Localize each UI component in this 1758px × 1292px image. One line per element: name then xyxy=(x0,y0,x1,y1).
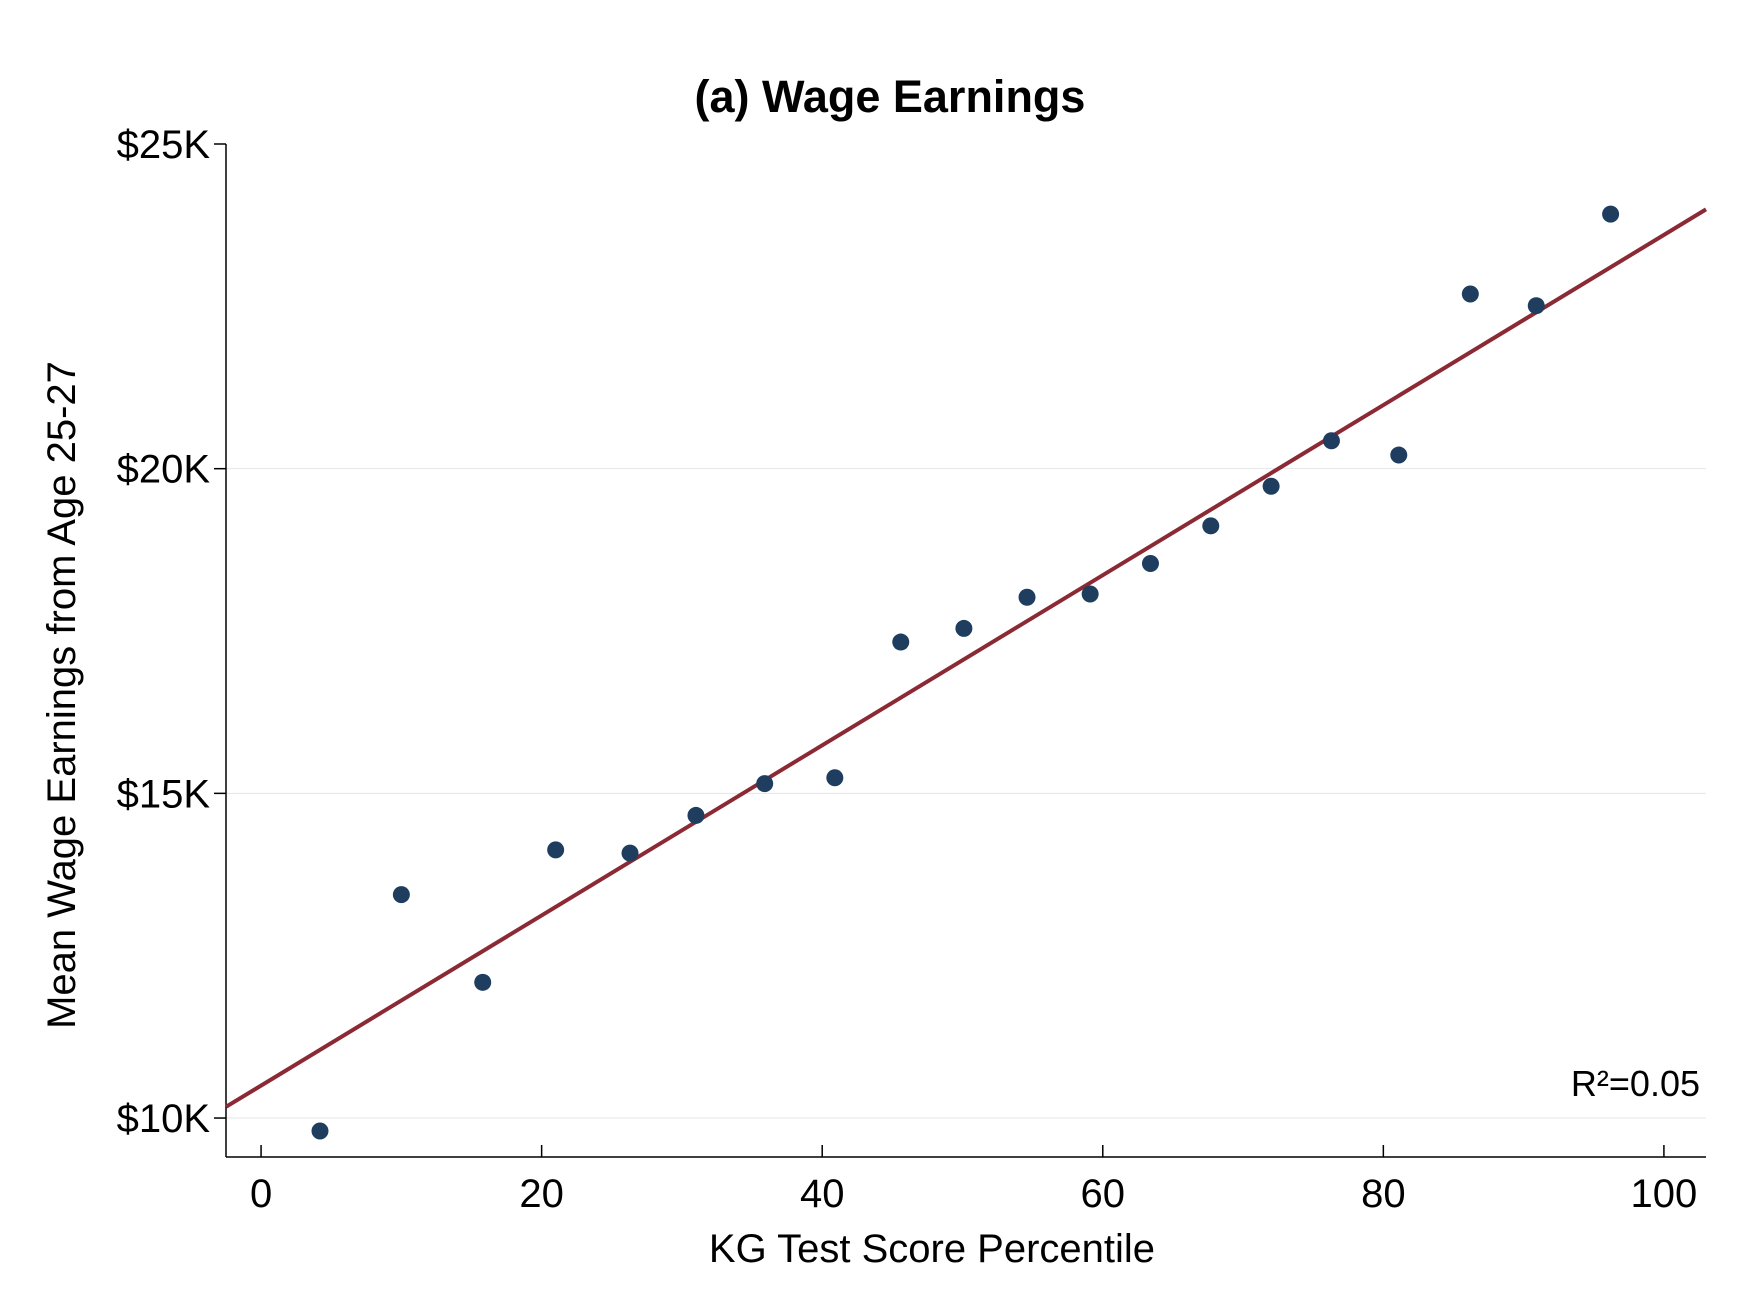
r-squared-annotation: R²=0.05 xyxy=(1571,1063,1700,1104)
y-tick-label: $15K xyxy=(117,772,211,816)
data-point xyxy=(1602,205,1620,223)
data-point xyxy=(547,841,565,859)
data-point xyxy=(1390,446,1408,464)
data-point xyxy=(756,775,774,793)
y-axis-label: Mean Wage Earnings from Age 25-27 xyxy=(40,361,84,1029)
data-point xyxy=(1202,517,1220,535)
y-tick-label: $10K xyxy=(117,1097,211,1141)
data-point xyxy=(892,633,910,651)
x-tick-label: 80 xyxy=(1361,1172,1406,1216)
x-tick-label: 0 xyxy=(250,1172,272,1216)
data-point xyxy=(474,973,492,991)
data-point xyxy=(392,886,410,904)
data-point xyxy=(826,769,844,787)
gridlines xyxy=(226,468,1706,1119)
data-point xyxy=(1461,285,1479,303)
data-point xyxy=(1018,588,1036,606)
data-point xyxy=(621,844,639,862)
data-point xyxy=(311,1122,329,1140)
data-points xyxy=(311,205,1620,1140)
x-tick-label: 60 xyxy=(1081,1172,1126,1216)
data-point xyxy=(1262,477,1280,495)
y-tick-label: $20K xyxy=(117,448,211,492)
data-point xyxy=(687,806,705,824)
data-point xyxy=(1322,432,1340,450)
data-point xyxy=(1081,585,1099,603)
x-axis-label: KG Test Score Percentile xyxy=(709,1227,1155,1271)
x-tick-label: 20 xyxy=(519,1172,564,1216)
x-tick-label: 40 xyxy=(800,1172,845,1216)
fit-line-layer xyxy=(224,207,1708,1109)
data-point xyxy=(1141,554,1159,572)
ticks: $10K $15K $20K $25K 0 20 40 60 80 100 xyxy=(117,123,1698,1216)
data-point xyxy=(955,619,973,637)
x-tick-label: 100 xyxy=(1631,1172,1698,1216)
axes xyxy=(225,144,1706,1158)
data-point xyxy=(1527,297,1545,315)
y-tick-label: $25K xyxy=(117,123,211,167)
fit-line xyxy=(224,207,1708,1109)
chart-title: (a) Wage Earnings xyxy=(695,71,1086,122)
